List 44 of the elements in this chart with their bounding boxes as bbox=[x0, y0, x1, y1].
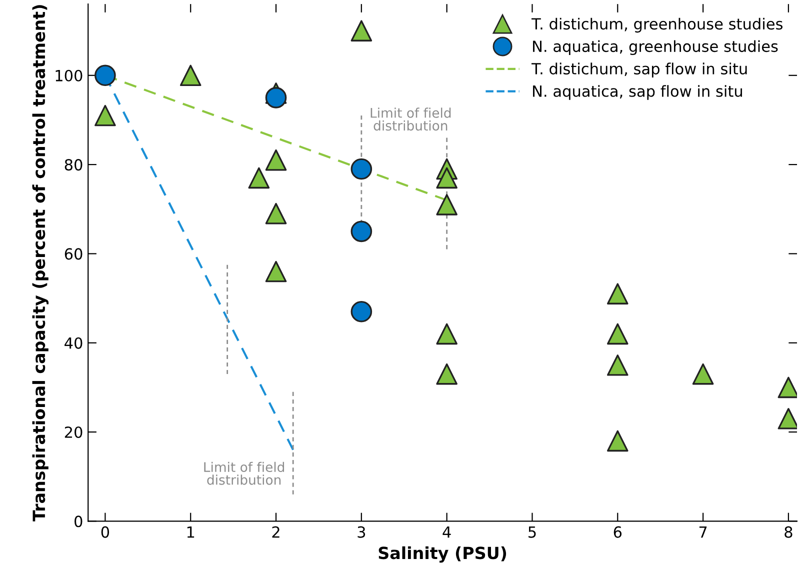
point bbox=[606, 354, 628, 376]
legend-label: T. distichum, sap flow in situ bbox=[532, 62, 747, 78]
point bbox=[180, 64, 202, 86]
annotation: Limit of field distribution bbox=[204, 462, 284, 485]
point bbox=[265, 87, 287, 108]
point bbox=[248, 167, 270, 189]
annotation: Limit of field distribution bbox=[370, 108, 451, 131]
legend-label: N. aquatica, greenhouse studies bbox=[533, 40, 778, 56]
point bbox=[94, 64, 116, 86]
y-tick-label: 0 bbox=[74, 516, 82, 528]
point bbox=[94, 104, 116, 126]
x-tick-label: 1 bbox=[187, 526, 194, 538]
point bbox=[350, 220, 372, 242]
x-axis-title: Salinity (PSU) bbox=[378, 546, 506, 563]
point bbox=[436, 194, 458, 216]
y-tick-label: 40 bbox=[64, 337, 82, 349]
y-tick-label: 80 bbox=[64, 159, 82, 171]
x-tick-label: 6 bbox=[614, 526, 622, 538]
point bbox=[350, 158, 372, 180]
point bbox=[265, 260, 287, 282]
x-tick-label: 2 bbox=[272, 526, 280, 538]
point bbox=[436, 167, 458, 189]
legend-label: T. distichum, greenhouse studies bbox=[532, 18, 783, 33]
legend-label: N. aquatica, sap flow in situ bbox=[533, 85, 742, 100]
y-tick-label: 20 bbox=[64, 426, 82, 438]
x-tick-label: 5 bbox=[528, 526, 536, 538]
x-tick-label: 0 bbox=[101, 526, 110, 538]
x-tick-label: 3 bbox=[358, 526, 366, 538]
point bbox=[606, 430, 628, 452]
point bbox=[265, 149, 287, 171]
y-tick-label: 60 bbox=[64, 248, 82, 260]
point bbox=[436, 363, 458, 385]
point bbox=[692, 363, 714, 385]
point bbox=[606, 323, 628, 345]
x-tick-label: 4 bbox=[442, 526, 451, 538]
point bbox=[265, 202, 287, 224]
point bbox=[350, 300, 372, 322]
point bbox=[350, 20, 372, 42]
point bbox=[606, 283, 628, 304]
y-axis-title: Transpirational capacity (percent of control treatment) bbox=[32, 5, 49, 522]
y-tick-label: 100 bbox=[56, 70, 82, 82]
x-tick-label: 8 bbox=[784, 526, 792, 538]
x-tick-label: 7 bbox=[699, 526, 707, 538]
point bbox=[436, 323, 458, 345]
